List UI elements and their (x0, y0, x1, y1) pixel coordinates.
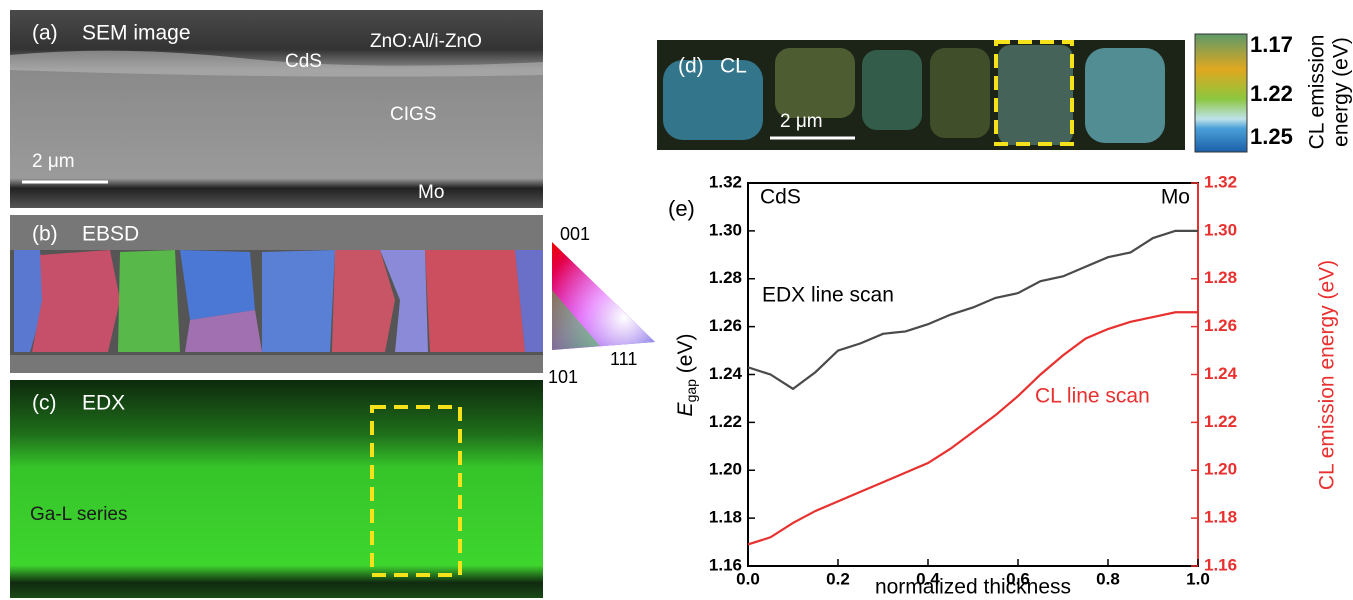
y2-tick-label: 1.16 (1204, 555, 1237, 574)
y-tick-label: 1.30 (709, 220, 742, 239)
colorbar-label: energy (eV) (1330, 37, 1353, 147)
grain (1085, 48, 1165, 143)
y2-tick-label: 1.22 (1204, 412, 1237, 431)
panel-b: (b) EBSD 001 101 111 (10, 215, 655, 387)
y-tick-label: 1.26 (709, 316, 742, 335)
panel-title: SEM image (82, 22, 191, 45)
key-label: 101 (548, 367, 578, 387)
annotation: CIGS (390, 104, 436, 125)
grain (425, 250, 525, 352)
x-tick-label: 0.4 (916, 569, 940, 588)
annotation: Ga-L series (30, 504, 128, 525)
panel-label: (c) (32, 392, 57, 415)
y2-tick-label: 1.28 (1204, 268, 1237, 287)
series-line (748, 312, 1198, 544)
scale-bar-label: 2 μm (32, 151, 75, 172)
grain (32, 250, 120, 352)
panel-label: (b) (32, 223, 58, 246)
colorbar-tick: 1.25 (1250, 124, 1293, 149)
y-tick-label: 1.16 (709, 555, 742, 574)
panel-d: (d) CL 2 μm 1.17 1.22 1.25 CL emission e… (657, 32, 1353, 152)
y-axis-label: Egap (eV) (674, 334, 699, 417)
panel-label: (d) (678, 55, 704, 78)
panel-label: (a) (32, 22, 58, 45)
grain (180, 250, 255, 320)
annotation: CdS (760, 186, 801, 209)
scale-bar-label: 2 μm (780, 111, 823, 132)
panel-c: (c) EDX Ga-L series (10, 380, 543, 598)
panel-title: CL (720, 55, 747, 78)
colorbar-label: CL emission (1306, 35, 1329, 150)
figure: (a) SEM image CdS ZnO:Al/i-ZnO CIGS Mo 2… (0, 0, 1353, 600)
y-tick-label: 1.22 (709, 412, 742, 431)
x-tick-label: 0.6 (1006, 569, 1030, 588)
y2-tick-label: 1.30 (1204, 220, 1237, 239)
y2-axis-label: CL emission energy (eV) (1316, 260, 1339, 490)
panel-title: EBSD (82, 223, 139, 246)
key-label: 001 (560, 224, 590, 244)
x-axis-label: normalized thickness (875, 576, 1071, 599)
x-tick-label: 0.8 (1096, 569, 1120, 588)
annotation: CdS (285, 51, 322, 72)
grain (262, 250, 335, 352)
colorbar-tick: 1.22 (1250, 81, 1293, 106)
annotation: Mo (1161, 186, 1190, 209)
panel-label: (e) (668, 196, 695, 221)
y-label-main: E (674, 401, 697, 416)
grain (930, 48, 990, 138)
y-tick-label: 1.20 (709, 460, 742, 479)
grain (862, 50, 922, 130)
colorbar-tick: 1.17 (1250, 32, 1293, 57)
x-tick-label: 0.2 (826, 569, 850, 588)
panel-title: EDX (82, 392, 125, 415)
grain (118, 250, 180, 352)
annotation: ZnO:Al/i-ZnO (370, 31, 482, 52)
grain (775, 48, 855, 118)
y2-tick-label: 1.18 (1204, 508, 1237, 527)
annotation: EDX line scan (762, 284, 894, 307)
plot-frame (748, 183, 1198, 566)
y-tick-label: 1.28 (709, 268, 742, 287)
panel-e: (e) CdS Mo EDX line scan CL line scan no… (668, 172, 1339, 598)
annotation: Mo (418, 182, 444, 203)
y-label-sub: gap (683, 379, 699, 403)
panel-a: (a) SEM image CdS ZnO:Al/i-ZnO CIGS Mo 2… (10, 10, 543, 208)
colorbar (1195, 34, 1247, 152)
y-tick-label: 1.18 (709, 508, 742, 527)
y2-tick-label: 1.20 (1204, 460, 1237, 479)
y2-tick-label: 1.32 (1204, 172, 1237, 191)
y2-tick-label: 1.24 (1204, 364, 1238, 383)
y2-tick-label: 1.26 (1204, 316, 1237, 335)
y-tick-label: 1.32 (709, 172, 742, 191)
y-tick-label: 1.24 (709, 364, 743, 383)
annotation: CL line scan (1035, 385, 1150, 408)
key-label: 111 (610, 349, 637, 369)
grain (998, 45, 1073, 145)
series-line (748, 231, 1198, 389)
page: {"panels": { "a": {"label": "(a)", "titl… (0, 0, 1353, 600)
y-label-unit: (eV) (674, 334, 697, 380)
